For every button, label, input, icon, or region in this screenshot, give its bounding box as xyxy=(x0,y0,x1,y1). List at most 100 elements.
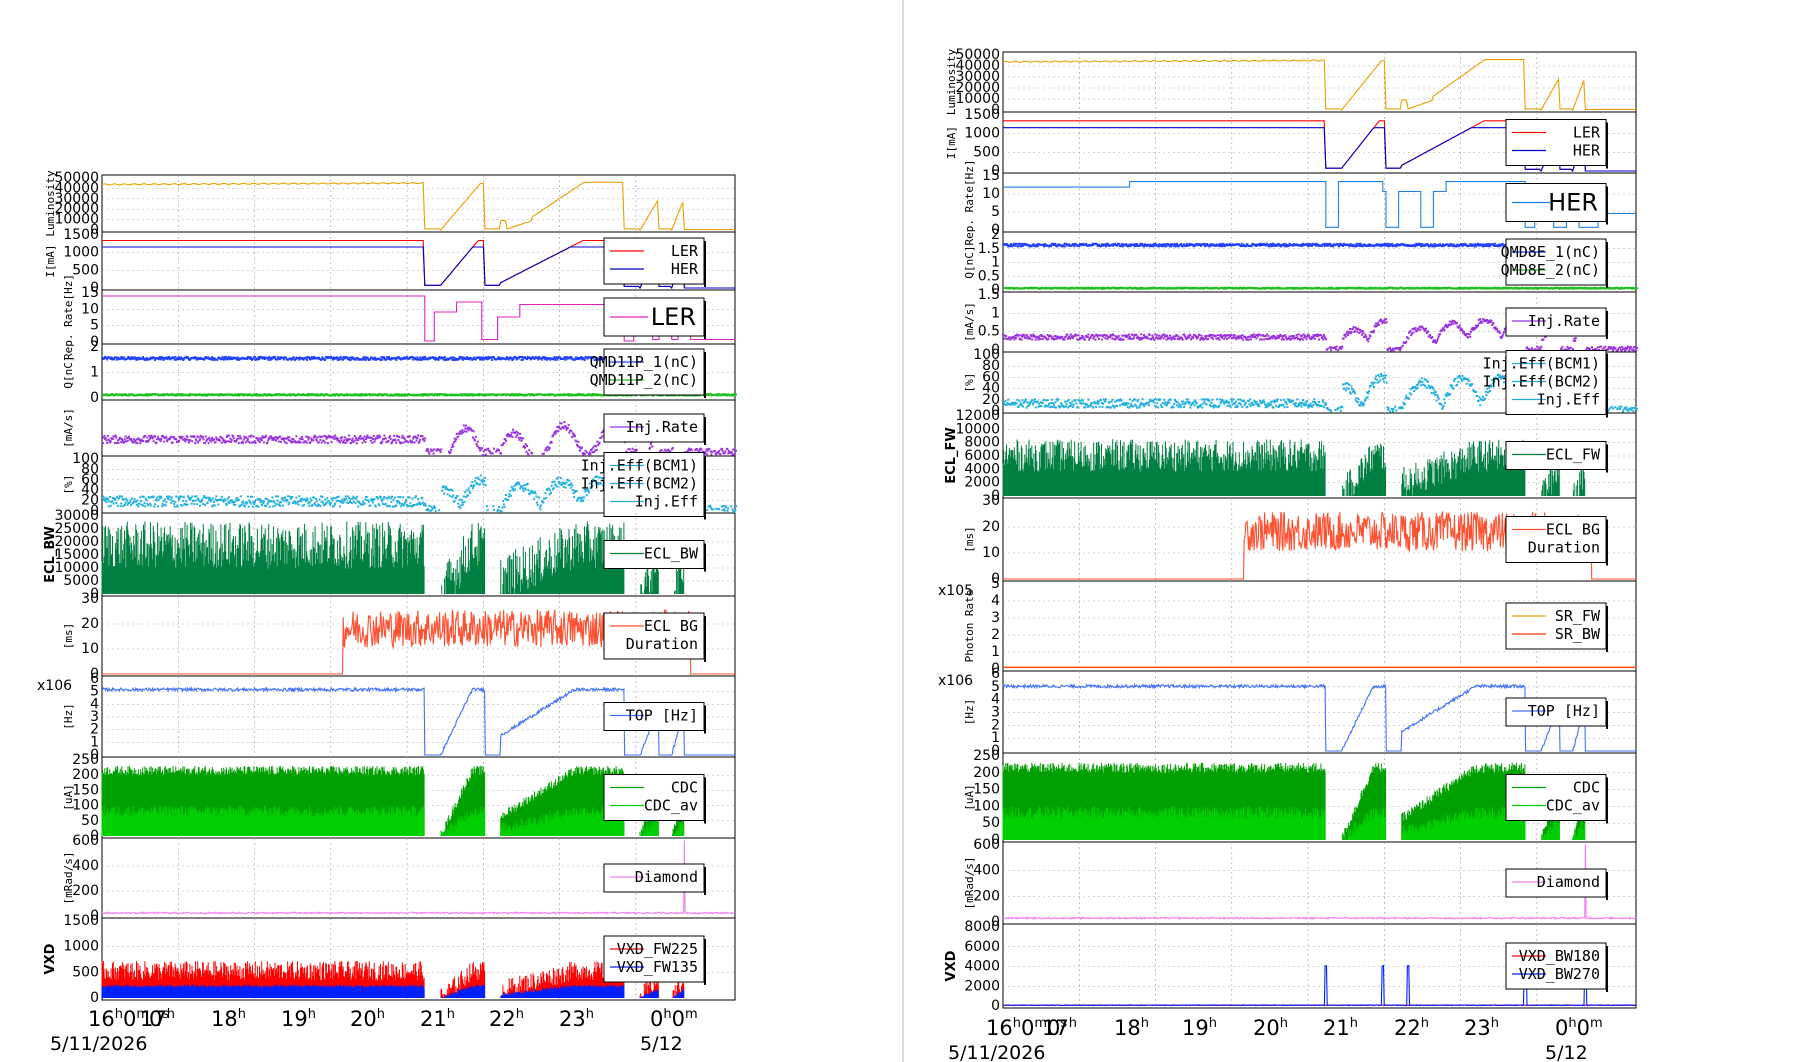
series-vxd-fw225 xyxy=(101,984,685,998)
y-tick-label: 2 xyxy=(991,227,1000,243)
y-axis-label: Luminosity xyxy=(945,49,958,116)
y-tick-label: 3 xyxy=(90,709,99,725)
panel-injrate: 1.5 1 0.5 0 [mA/s] Inj.Rate xyxy=(963,287,1638,358)
y-tick-label: 0 xyxy=(90,503,99,519)
legend-entry: CDC_av xyxy=(1546,797,1600,815)
y-axis-label: [mA/s] xyxy=(62,408,75,448)
y-tick-label: 1 xyxy=(90,734,99,750)
y-tick-label: 15 xyxy=(81,285,99,301)
series-top-hz- xyxy=(1002,682,1636,752)
series-qmd11p-2-nc- xyxy=(102,393,737,397)
y-tick-label: 10 xyxy=(982,186,1000,202)
legend-entry: Inj.Eff(BCM2) xyxy=(581,475,698,493)
x-tick-label: 22h xyxy=(489,1007,524,1031)
date-end-label: 5/12 xyxy=(640,1033,683,1055)
y-tick-label: 20000 xyxy=(955,80,1000,96)
y-tick-label: 0 xyxy=(991,571,1000,587)
y-tick-label: 20000 xyxy=(54,201,99,217)
legend-reprate: LER xyxy=(603,297,706,339)
series-inj-eff xyxy=(1003,372,1638,413)
y-tick-label: 100 xyxy=(72,451,99,467)
y-tick-label: 4 xyxy=(90,696,99,712)
legend-entry: HER xyxy=(1548,189,1598,217)
y-tick-label: 6 xyxy=(991,666,1000,682)
legend-entry: TOP [Hz] xyxy=(626,707,698,725)
y-tick-label: 8000 xyxy=(964,919,1000,935)
series-cdc xyxy=(101,766,685,836)
y-tick-label: 5 xyxy=(90,318,99,334)
y-tick-label: 2 xyxy=(90,722,99,738)
y-axis-label: [ms] xyxy=(963,526,976,553)
y-tick-label: 150 xyxy=(72,782,99,798)
legend-top: TOP [Hz] xyxy=(603,702,706,734)
y-tick-label: 50000 xyxy=(955,47,1000,63)
y-tick-label: 60 xyxy=(81,472,99,488)
legend-entry: LER xyxy=(651,303,696,331)
legend-entry: TOP [Hz] xyxy=(1528,702,1600,720)
y-tick-label: 0 xyxy=(991,222,1000,238)
legend-entry: SR_FW xyxy=(1555,607,1601,625)
y-tick-label: 4000 xyxy=(964,461,1000,477)
series-diamond xyxy=(1002,843,1637,921)
y-tick-label: 20 xyxy=(81,616,99,632)
y-tick-label: 10000 xyxy=(955,421,1000,437)
y-tick-label: 0 xyxy=(991,832,1000,848)
series-ecl-fw xyxy=(1002,439,1586,496)
legend-entry: Inj.Eff(BCM1) xyxy=(1483,355,1600,373)
y-tick-label: 8000 xyxy=(964,435,1000,451)
legend-entry: Duration xyxy=(626,635,698,653)
panel-diamond: 600 400 200 0 [mRad/s] Diamond xyxy=(963,837,1637,930)
legend-reprate: HER xyxy=(1505,183,1608,225)
y-tick-label: 500 xyxy=(973,144,1000,160)
legend-entry: ECL BG xyxy=(1546,521,1600,539)
y-axis-label: [uA] xyxy=(62,784,75,811)
legend-diamond: Diamond xyxy=(603,863,706,895)
legend-entry: VXD_FW135 xyxy=(617,958,698,976)
x-tick-label: 0h0m xyxy=(650,1007,698,1031)
x-tick-label: 22h xyxy=(1394,1016,1429,1040)
y-tick-label: 1 xyxy=(991,730,1000,746)
y-tick-label: 0 xyxy=(991,282,1000,298)
y-tick-label: 2 xyxy=(90,339,99,355)
legend-entry: QMD11P_2(nC) xyxy=(590,371,698,389)
series-cdc xyxy=(1002,762,1586,840)
y-tick-label: 2000 xyxy=(964,475,1000,491)
x-tick-label: 0h0m xyxy=(1555,1016,1603,1040)
y-axis-label: [Hz] xyxy=(963,699,976,726)
y-tick-label: 3 xyxy=(991,705,1000,721)
x-tick-label: 19h xyxy=(1182,1016,1217,1040)
y-tick-label: 10000 xyxy=(955,91,1000,107)
legend-entry: Inj.Eff(BCM2) xyxy=(1483,373,1600,391)
y-tick-label: 6000 xyxy=(964,939,1000,955)
legend-entry: VXD_FW225 xyxy=(617,940,698,958)
series-luminosity xyxy=(101,181,735,231)
legend-entry: CDC xyxy=(671,779,698,797)
y-tick-label: 50000 xyxy=(54,170,99,186)
y-tick-label: 600 xyxy=(973,837,1000,853)
y-tick-label: 1 xyxy=(991,644,1000,660)
y-tick-label: 30000 xyxy=(54,191,99,207)
y-tick-label: 400 xyxy=(72,858,99,874)
y-tick-label: 15 xyxy=(982,168,1000,184)
x-tick-label: 20h xyxy=(1253,1016,1288,1040)
panel-injrate: [mA/s] Inj.Rate xyxy=(62,400,737,457)
x-tick-label: 17h xyxy=(1042,1016,1077,1040)
legend-charge: QMD11P_1(nC)QMD11P_2(nC) xyxy=(590,348,706,398)
y-exponent-label: x105 xyxy=(938,583,973,599)
y-tick-label: 10000 xyxy=(54,212,99,228)
legend-entry: Duration xyxy=(1528,539,1600,557)
y-axis-label: Luminosity xyxy=(44,170,57,237)
y-tick-label: 1000 xyxy=(63,245,99,261)
legend-entry: Inj.Eff xyxy=(1537,391,1600,409)
